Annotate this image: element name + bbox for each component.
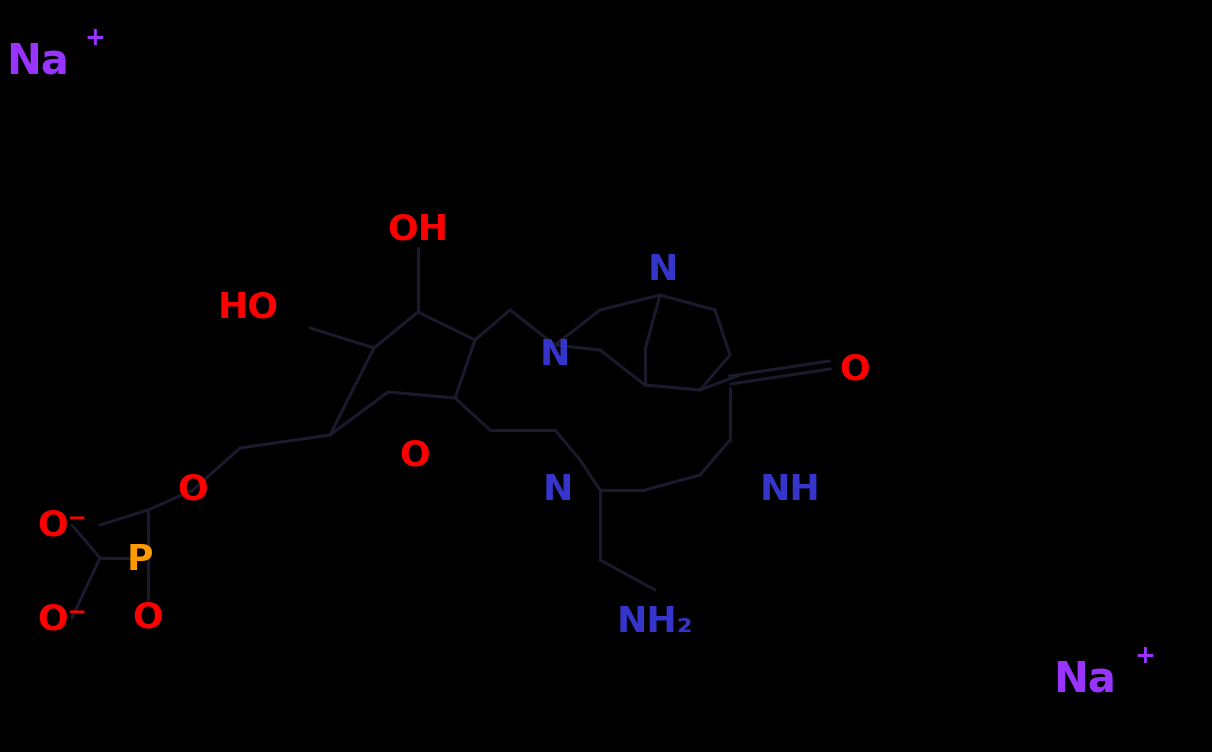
Text: +: + [1134, 644, 1155, 668]
Text: O⁻: O⁻ [38, 603, 87, 637]
Text: O: O [400, 438, 430, 472]
Text: N: N [647, 253, 679, 287]
Text: O⁻: O⁻ [38, 508, 87, 542]
Text: OH: OH [388, 213, 448, 247]
Text: NH: NH [760, 473, 821, 507]
Text: O: O [840, 353, 870, 387]
Text: O: O [178, 473, 208, 507]
Text: Na: Na [1053, 659, 1116, 701]
Text: HO: HO [217, 291, 279, 325]
Text: NH₂: NH₂ [617, 605, 693, 639]
Text: Na: Na [6, 41, 69, 83]
Text: +: + [85, 26, 105, 50]
Text: P: P [127, 543, 153, 577]
Text: N: N [539, 338, 570, 372]
Text: N: N [543, 473, 573, 507]
Text: O: O [132, 601, 164, 635]
